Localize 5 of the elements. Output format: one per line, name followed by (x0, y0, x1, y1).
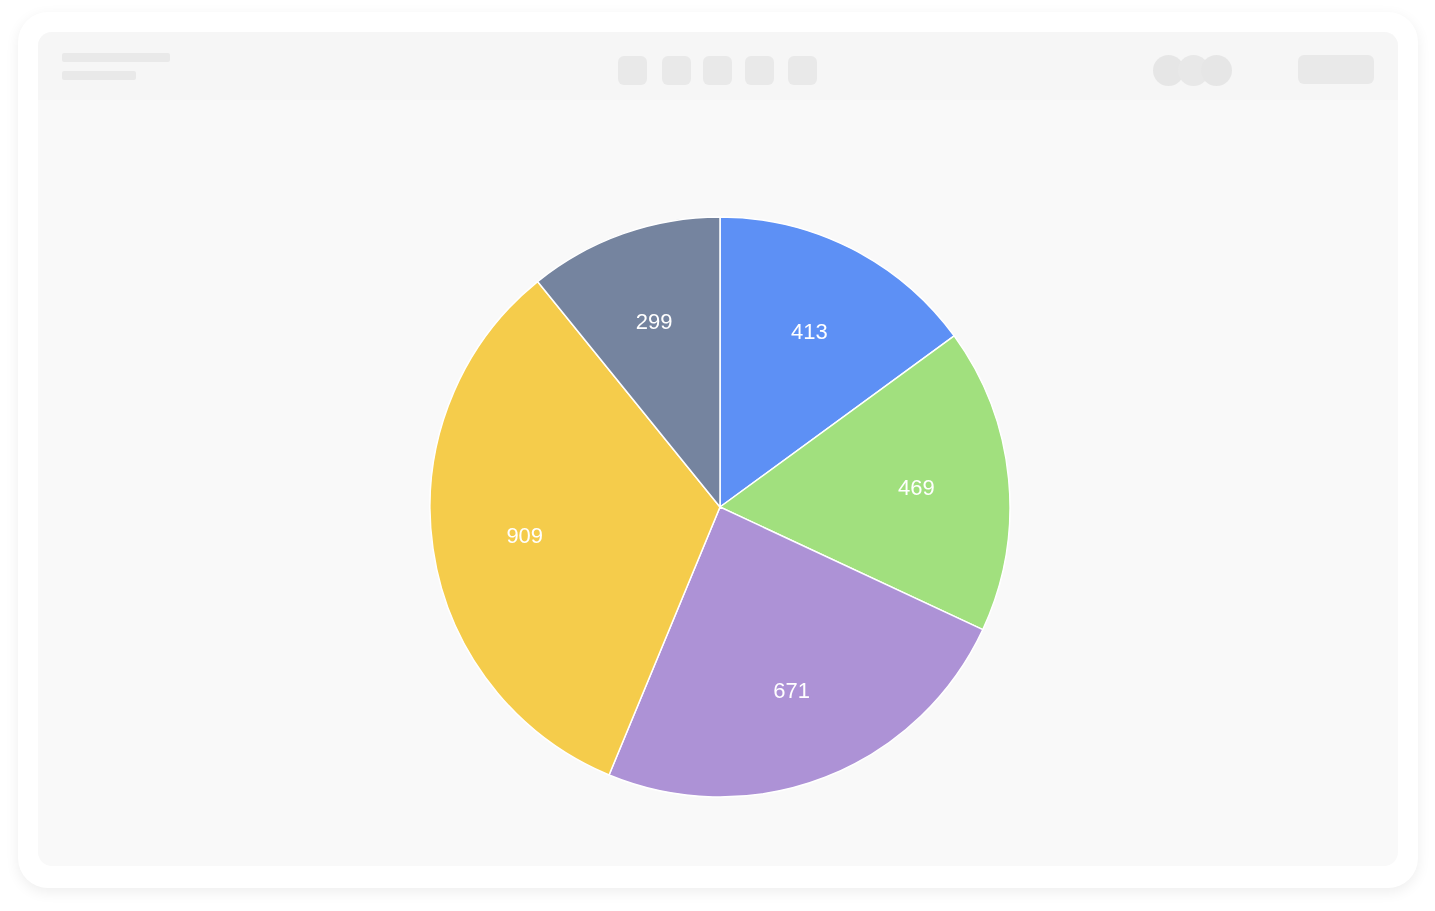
data-label: 469 (898, 475, 935, 501)
data-label: 909 (506, 522, 544, 548)
data-label: 671 (773, 678, 810, 704)
data-label: 299 (635, 308, 673, 334)
data-label: 413 (790, 318, 828, 344)
